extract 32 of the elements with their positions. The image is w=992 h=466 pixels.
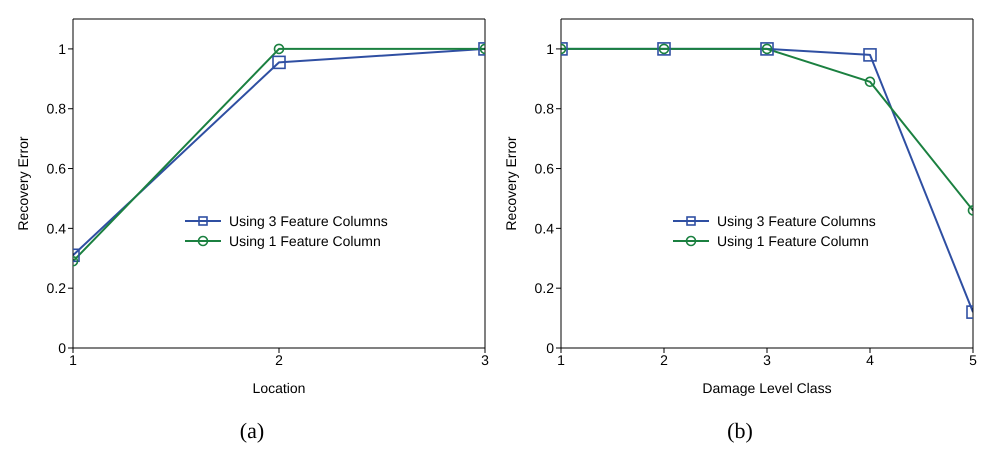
y-tick-label: 0.6 <box>46 160 66 177</box>
y-tick-label: 0.2 <box>534 280 554 296</box>
x-tick-label: 3 <box>481 352 490 368</box>
x-tick-label: 1 <box>557 352 566 368</box>
x-tick-label: 4 <box>866 352 874 368</box>
text: (a) <box>238 418 266 444</box>
x-tick-label: 1 <box>69 352 78 368</box>
x-axis-title: Damage Level Class <box>702 380 832 396</box>
y-tick-label: 0.8 <box>46 100 66 117</box>
y-tick-label: 1 <box>546 40 554 57</box>
x-tick-label: 3 <box>763 352 772 368</box>
x-tick-label: 2 <box>275 352 284 368</box>
legend-label: Using 3 Feature Columns <box>229 213 388 229</box>
text: (b) <box>726 418 754 444</box>
y-tick-label: 0.8 <box>534 100 554 117</box>
x-tick-label: 2 <box>660 352 668 368</box>
y-tick-label: 1 <box>58 40 66 57</box>
point <box>864 76 876 88</box>
y-tick-label: 0.2 <box>46 280 66 296</box>
y-axis-title: Recovery Error <box>502 136 519 231</box>
y-axis-title: Recovery Error <box>14 136 31 231</box>
legend-label: Using 1 Feature Column <box>229 233 381 249</box>
x-tick-label: 5 <box>969 352 978 368</box>
y-tick-label: 0 <box>546 340 554 356</box>
y-tick-label: 0.6 <box>534 160 554 177</box>
legend-label: Using 1 Feature Column <box>717 233 869 249</box>
y-tick-label: 0 <box>58 340 66 356</box>
y-tick-label: 0.4 <box>534 220 554 236</box>
point <box>863 48 877 62</box>
legend-label: Using 3 Feature Columns <box>717 213 876 229</box>
y-tick-label: 0.4 <box>46 220 66 236</box>
x-axis-title: Location <box>252 380 306 396</box>
